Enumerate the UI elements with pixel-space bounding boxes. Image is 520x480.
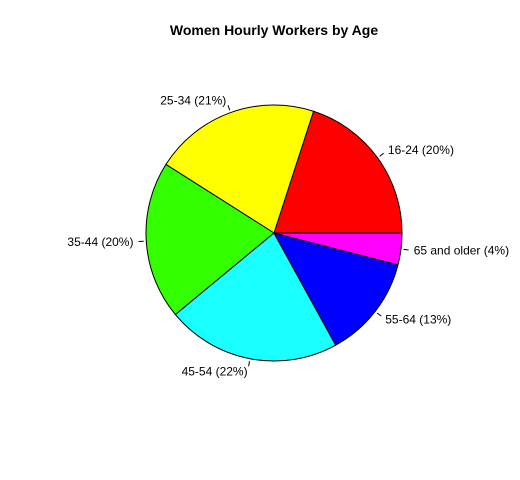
slice-label-45-54: 45-54 (22%) <box>182 364 248 378</box>
leader-line-16-24 <box>379 152 385 157</box>
pie-slice-45-54 <box>174 232 337 362</box>
slice-label-65-and-older: 65 and older (4%) <box>414 244 509 258</box>
leader-line-55-64 <box>376 312 382 317</box>
leader-line-25-34 <box>227 105 231 111</box>
slice-label-25-34: 25-34 (21%) <box>160 94 226 108</box>
pie-slice-55-64 <box>273 232 399 346</box>
pie-slices <box>145 104 403 362</box>
slice-labels: 16-24 (20%) 25-34 (21%) 35-44 (20%) 45-54 (… <box>67 94 509 379</box>
slice-label-35-44: 35-44 (20%) <box>67 235 133 249</box>
pie-slice-16-24 <box>273 110 403 234</box>
leader-line-45-54 <box>248 361 251 367</box>
pie-slice-35-44 <box>145 163 275 316</box>
pie-slice-25-34 <box>165 104 315 234</box>
slice-label-16-24: 16-24 (20%) <box>388 143 454 157</box>
leader-line-65-and-older <box>403 248 409 251</box>
slice-label-55-64: 55-64 (13%) <box>385 312 451 326</box>
pie-slice-65-and-older <box>273 232 403 266</box>
chart-title: Women Hourly Workers by Age <box>170 22 378 38</box>
